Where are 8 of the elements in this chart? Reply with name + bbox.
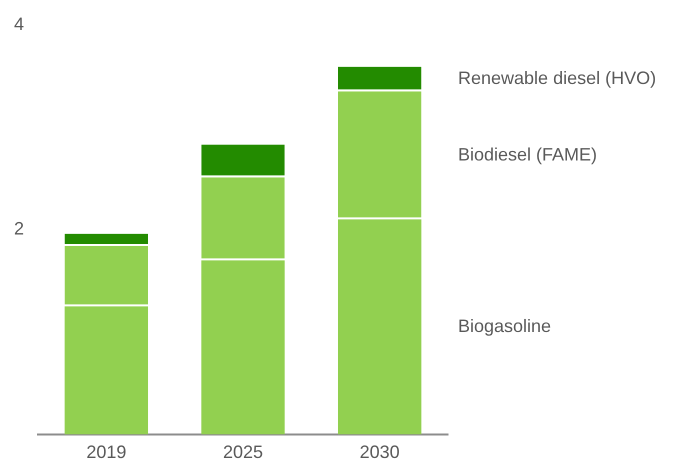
y-tick-label: 4 (14, 14, 24, 34)
text: Biodiesel (FAME) (458, 144, 598, 164)
x-tick-label: 2019 (86, 442, 126, 462)
text: Biogasoline (458, 316, 552, 336)
y-tick-label: 2 (14, 218, 24, 239)
x-tick-label: 2025 (222, 442, 264, 462)
x-tick-label: 2030 (360, 442, 400, 462)
text: Renewable diesel (HVO) (458, 68, 656, 88)
